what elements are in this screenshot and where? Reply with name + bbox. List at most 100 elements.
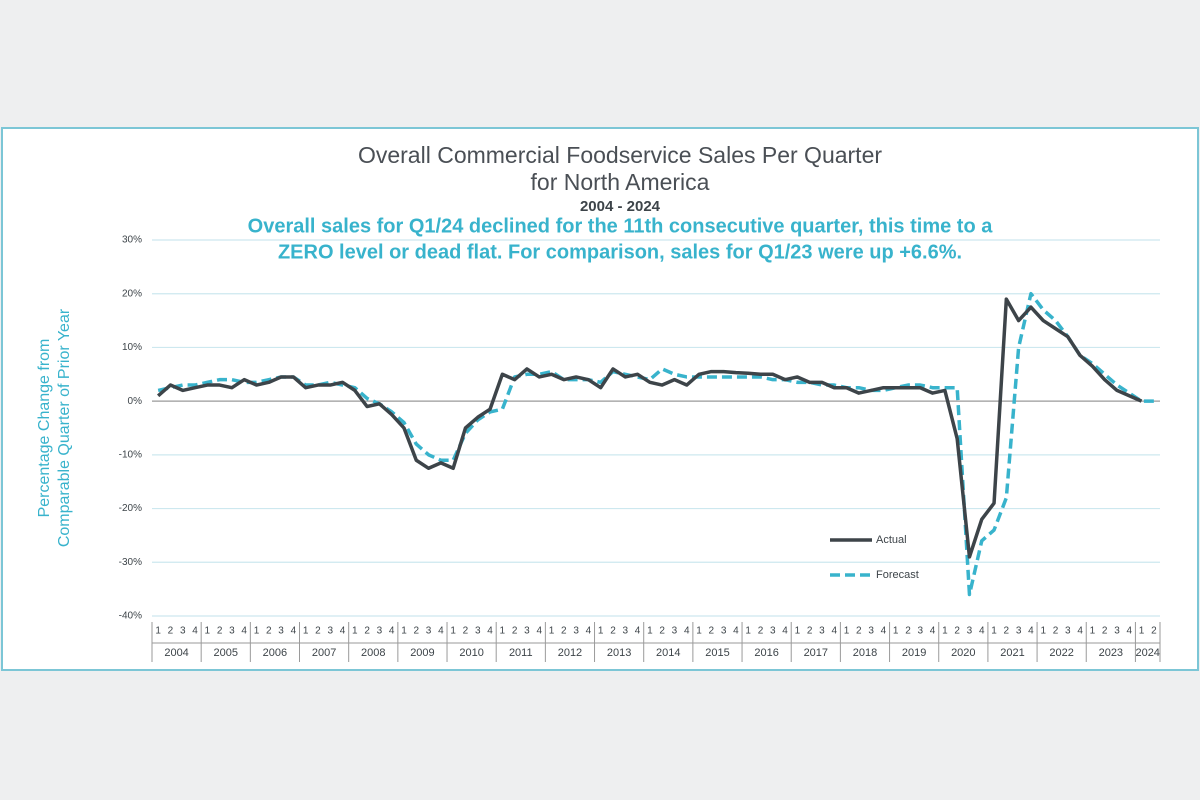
x-tick-label: 1 bbox=[500, 626, 506, 637]
x-tick-label: 3 bbox=[918, 626, 924, 637]
subtitle: 2004 - 2024 bbox=[580, 198, 661, 215]
x-tick-label: 4 bbox=[536, 626, 542, 637]
year-label: 2012 bbox=[558, 647, 582, 659]
x-tick-label: 3 bbox=[426, 626, 432, 637]
year-label: 2009 bbox=[410, 647, 434, 659]
legend-label: Actual bbox=[876, 534, 907, 546]
x-tick-label: 1 bbox=[893, 626, 899, 637]
x-tick-label: 4 bbox=[1126, 626, 1132, 637]
year-label: 2021 bbox=[1000, 647, 1024, 659]
x-tick-label: 3 bbox=[770, 626, 776, 637]
year-label: 2013 bbox=[607, 647, 631, 659]
chart-title: for North America bbox=[531, 169, 710, 195]
x-tick-label: 1 bbox=[303, 626, 309, 637]
x-tick-label: 2 bbox=[1004, 626, 1010, 637]
x-tick-label: 2 bbox=[1102, 626, 1108, 637]
x-tick-label: 3 bbox=[573, 626, 579, 637]
year-label: 2010 bbox=[459, 647, 483, 659]
year-label: 2015 bbox=[705, 647, 729, 659]
year-label: 2011 bbox=[509, 647, 533, 659]
x-tick-label: 1 bbox=[254, 626, 260, 637]
year-label: 2016 bbox=[754, 647, 778, 659]
x-tick-label: 4 bbox=[241, 626, 247, 637]
x-tick-label: 3 bbox=[672, 626, 678, 637]
x-tick-label: 4 bbox=[487, 626, 493, 637]
x-tick-label: 4 bbox=[1077, 626, 1083, 637]
y-axis-label: Percentage Change from Comparable Quarte… bbox=[36, 308, 73, 547]
x-tick-label: 4 bbox=[192, 626, 198, 637]
x-tick-label: 1 bbox=[942, 626, 948, 637]
x-tick-label: 1 bbox=[598, 626, 604, 637]
x-tick-label: 4 bbox=[586, 626, 592, 637]
x-tick-label: 4 bbox=[979, 626, 985, 637]
year-label: 2005 bbox=[214, 647, 238, 659]
y-tick-label: 0% bbox=[128, 396, 143, 407]
x-tick-label: 3 bbox=[327, 626, 333, 637]
year-label: 2017 bbox=[804, 647, 828, 659]
x-tick-label: 2 bbox=[414, 626, 420, 637]
x-tick-label: 4 bbox=[389, 626, 395, 637]
x-tick-label: 1 bbox=[991, 626, 997, 637]
x-tick-label: 3 bbox=[1016, 626, 1022, 637]
x-tick-label: 4 bbox=[340, 626, 346, 637]
x-tick-label: 2 bbox=[954, 626, 960, 637]
x-tick-label: 4 bbox=[438, 626, 444, 637]
x-tick-label: 3 bbox=[1114, 626, 1120, 637]
x-tick-label: 2 bbox=[512, 626, 518, 637]
x-tick-label: 4 bbox=[782, 626, 788, 637]
year-label: 2008 bbox=[361, 647, 385, 659]
x-tick-label: 2 bbox=[266, 626, 272, 637]
x-tick-label: 3 bbox=[721, 626, 727, 637]
year-label: 2014 bbox=[656, 647, 680, 659]
x-tick-label: 2 bbox=[315, 626, 321, 637]
x-tick-label: 4 bbox=[733, 626, 739, 637]
x-tick-label: 3 bbox=[180, 626, 186, 637]
x-tick-label: 2 bbox=[463, 626, 469, 637]
x-tick-label: 1 bbox=[450, 626, 456, 637]
x-tick-label: 3 bbox=[868, 626, 874, 637]
annotation: ZERO level or dead flat. For comparison,… bbox=[278, 241, 962, 263]
x-tick-label: 2 bbox=[905, 626, 911, 637]
chart-title: Overall Commercial Foodservice Sales Per… bbox=[358, 142, 882, 168]
x-tick-label: 4 bbox=[684, 626, 690, 637]
y-tick-label: -40% bbox=[119, 611, 142, 622]
x-tick-label: 1 bbox=[795, 626, 801, 637]
x-tick-label: 3 bbox=[622, 626, 628, 637]
x-tick-label: 4 bbox=[930, 626, 936, 637]
y-tick-label: -20% bbox=[119, 503, 142, 514]
x-tick-label: 1 bbox=[401, 626, 407, 637]
x-tick-label: 2 bbox=[610, 626, 616, 637]
x-tick-label: 3 bbox=[1065, 626, 1071, 637]
year-label: 2006 bbox=[263, 647, 287, 659]
x-tick-label: 2 bbox=[856, 626, 862, 637]
x-tick-label: 4 bbox=[1028, 626, 1034, 637]
x-tick-label: 3 bbox=[377, 626, 383, 637]
y-tick-label: -30% bbox=[119, 557, 142, 568]
x-tick-label: 2 bbox=[561, 626, 567, 637]
x-tick-label: 2 bbox=[168, 626, 174, 637]
year-label: 2020 bbox=[951, 647, 975, 659]
x-tick-label: 1 bbox=[549, 626, 555, 637]
x-tick-label: 2 bbox=[364, 626, 370, 637]
year-label: 2004 bbox=[164, 647, 188, 659]
x-tick-label: 1 bbox=[696, 626, 702, 637]
x-tick-label: 2 bbox=[659, 626, 665, 637]
x-tick-label: 2 bbox=[807, 626, 813, 637]
x-tick-label: 1 bbox=[155, 626, 161, 637]
x-tick-label: 4 bbox=[831, 626, 837, 637]
x-tick-label: 3 bbox=[475, 626, 481, 637]
x-tick-label: 3 bbox=[229, 626, 235, 637]
annotation: Overall sales for Q1/24 declined for the… bbox=[248, 215, 994, 237]
y-tick-label: 10% bbox=[122, 342, 142, 353]
year-label: 2022 bbox=[1049, 647, 1073, 659]
x-tick-label: 1 bbox=[1139, 626, 1145, 637]
x-tick-label: 3 bbox=[524, 626, 530, 637]
x-tick-label: 1 bbox=[844, 626, 850, 637]
series-line bbox=[156, 297, 1143, 559]
x-tick-label: 1 bbox=[647, 626, 653, 637]
x-tick-label: 2 bbox=[1151, 626, 1157, 637]
x-tick-label: 4 bbox=[881, 626, 887, 637]
year-label: 2024 bbox=[1135, 647, 1159, 659]
y-tick-label: 30% bbox=[122, 235, 142, 246]
